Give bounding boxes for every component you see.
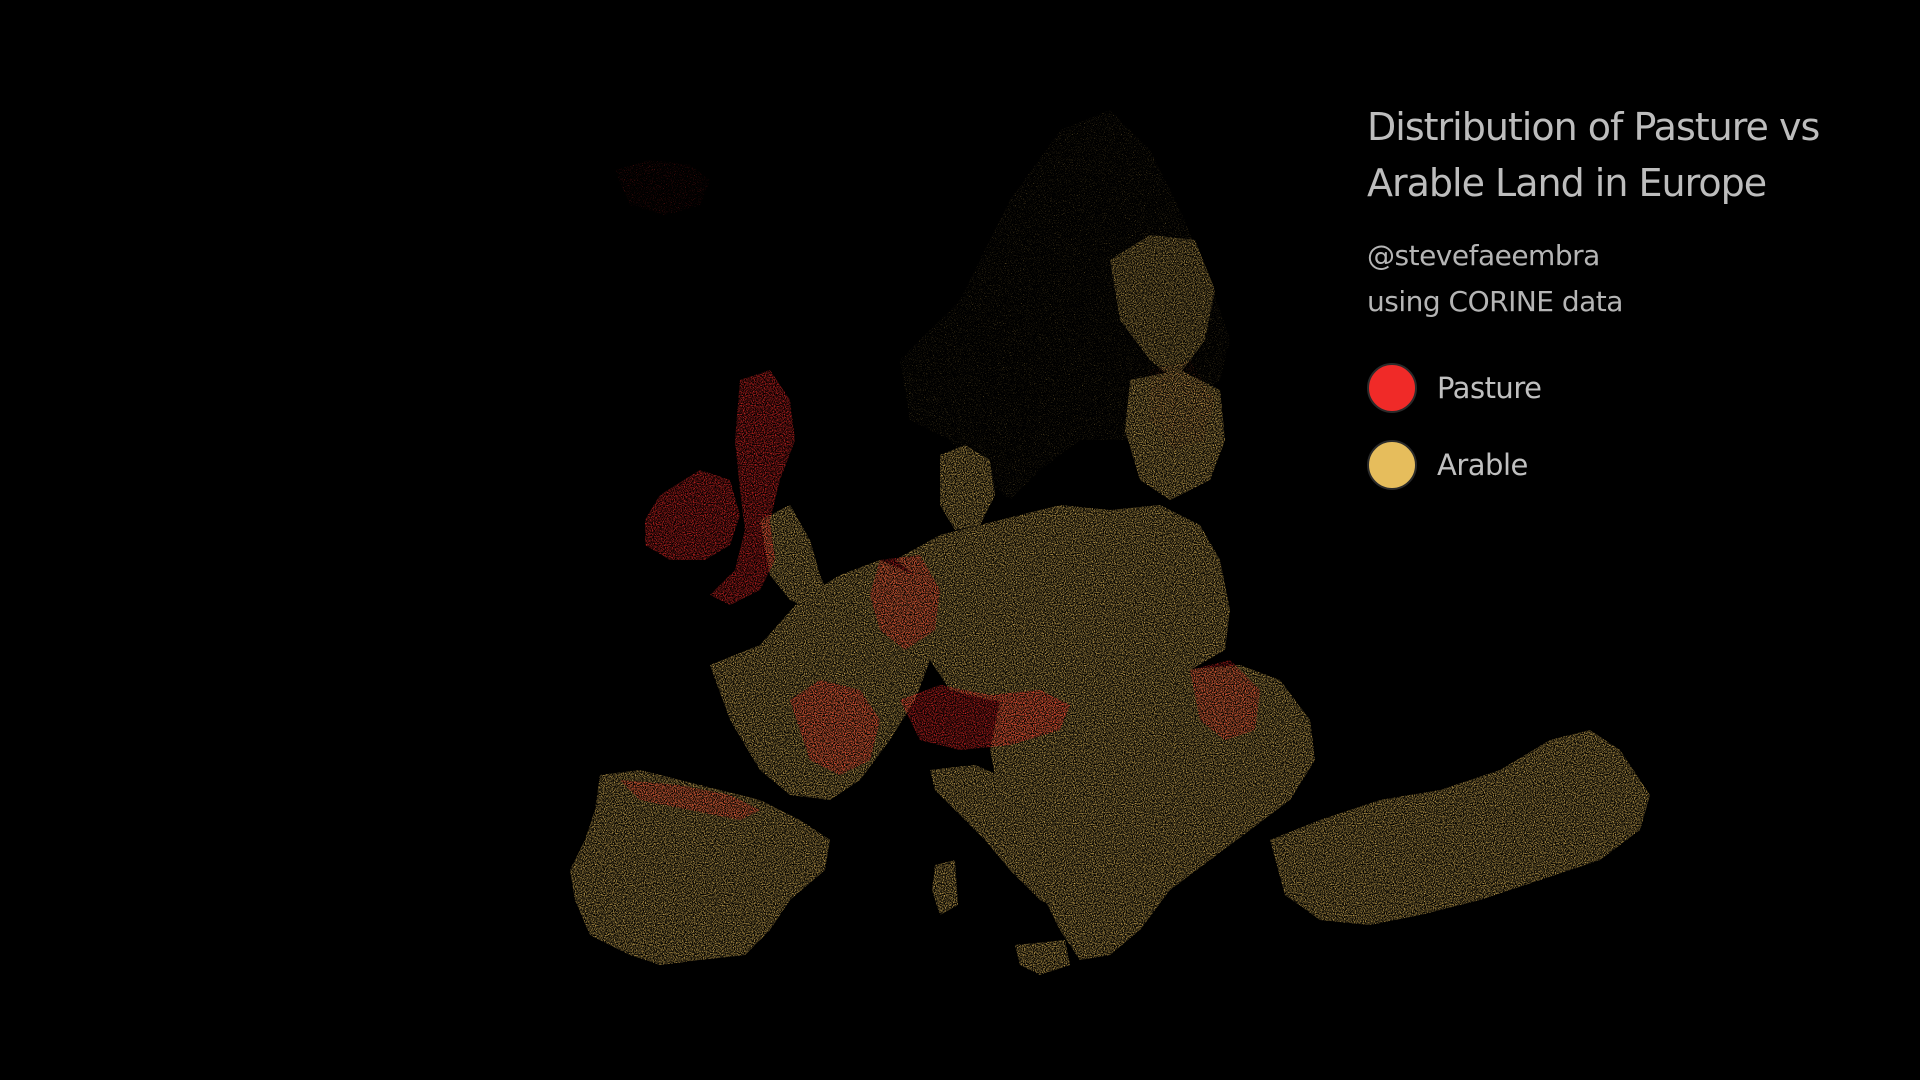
arable-region-turkey [1270, 730, 1650, 925]
legend-label-arable: Arable [1437, 447, 1528, 482]
info-panel: Distribution of Pasture vs Arable Land i… [1367, 78, 1827, 513]
arable-region-sardinia [932, 860, 958, 915]
pasture-region-ireland [645, 470, 740, 560]
pasture-region-benelux [870, 555, 940, 650]
pasture-swatch-icon [1367, 362, 1417, 413]
legend-item-arable: Arable [1367, 436, 1827, 494]
pasture-region-france [790, 680, 880, 775]
pasture-region-norway [1150, 360, 1215, 450]
legend-label-pasture: Pasture [1437, 370, 1542, 405]
pasture-land-layer [615, 160, 1260, 820]
arable-swatch-icon [1367, 439, 1417, 490]
pasture-region-alps [900, 685, 1070, 750]
arable-region-britain [760, 505, 830, 610]
map-title-line-2: Arable Land in Europe [1367, 161, 1767, 206]
pasture-region-iceland [615, 160, 710, 215]
arable-region-sicily [1015, 940, 1070, 975]
arable-region-iberia [570, 770, 830, 965]
legend: Pasture Arable [1367, 359, 1827, 494]
map-title: Distribution of Pasture vs Arable Land i… [1367, 99, 1827, 211]
pasture-region-carpathians [1190, 660, 1260, 740]
pasture-region-north-spain [620, 780, 760, 820]
legend-item-pasture: Pasture [1367, 359, 1827, 417]
pasture-region-britain [710, 370, 795, 605]
credits: @stevefaeembra using CORINE data [1367, 233, 1827, 325]
data-source-credit: using CORINE data [1367, 284, 1623, 318]
arable-region-central-europe [895, 505, 1230, 705]
author-credit: @stevefaeembra [1367, 238, 1600, 272]
arable-region-finland [1110, 235, 1215, 380]
arable-region-italy [930, 765, 1120, 925]
map-title-line-1: Distribution of Pasture vs [1367, 105, 1820, 150]
